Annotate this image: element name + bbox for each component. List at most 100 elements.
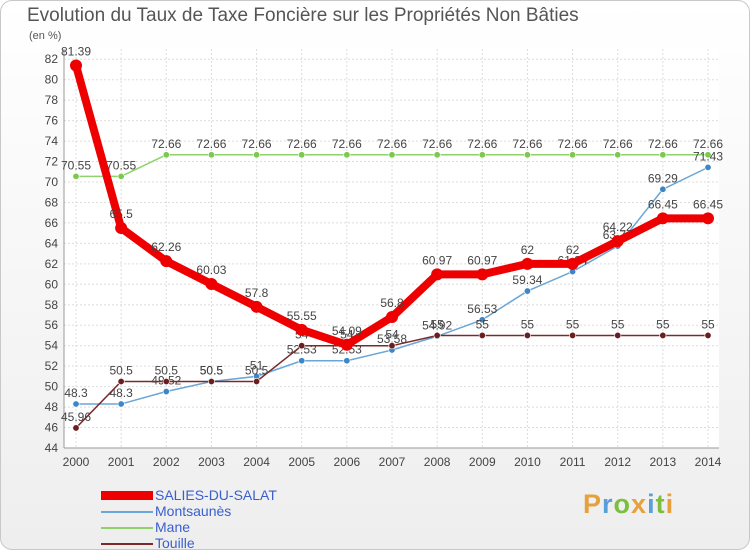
data-point-mane (388, 151, 396, 159)
data-label-salies-du-salat: 54.09 (332, 324, 362, 338)
data-label-salies-du-salat: 66.45 (693, 197, 723, 211)
data-point-montsaun-s (162, 388, 170, 396)
data-point-mane (478, 151, 486, 159)
data-point-salies-du-salat (431, 268, 444, 281)
y-tick-label: 54 (45, 339, 59, 353)
data-point-mane (569, 151, 577, 159)
y-tick-label: 80 (45, 73, 59, 87)
data-label-salies-du-salat: 60.03 (196, 263, 226, 277)
data-label-touille: 54 (385, 328, 399, 342)
x-tick-label: 2009 (469, 455, 496, 469)
data-point-mane (523, 151, 531, 159)
data-label-montsaun-s: 54.92 (422, 318, 452, 332)
legend-label-touille: Touille (155, 535, 195, 550)
data-point-montsaun-s (117, 400, 125, 408)
y-tick-label: 50 (45, 380, 59, 394)
data-point-touille (388, 342, 396, 350)
legend-swatch-montsaunes (101, 511, 153, 513)
data-point-mane (207, 151, 215, 159)
data-label-mane: 72.66 (603, 137, 633, 151)
data-point-touille (614, 331, 622, 339)
data-label-salies-du-salat: 81.39 (61, 44, 91, 58)
data-point-mane (433, 151, 441, 159)
data-point-montsaun-s (298, 357, 306, 365)
data-point-touille (72, 424, 80, 432)
data-point-touille (253, 377, 261, 385)
data-label-touille: 50.5 (200, 364, 224, 378)
data-point-touille (433, 331, 441, 339)
legend-swatch-salies (101, 491, 153, 500)
data-point-salies-du-salat (70, 59, 82, 72)
data-label-mane: 72.66 (648, 137, 678, 151)
data-point-touille (569, 331, 577, 339)
data-point-mane (72, 172, 80, 180)
legend-swatch-mane (101, 527, 153, 529)
data-label-salies-du-salat: 66.45 (648, 197, 678, 211)
data-label-mane: 72.66 (558, 137, 588, 151)
data-label-montsaun-s: 56.53 (467, 302, 497, 316)
data-label-mane: 70.55 (106, 158, 136, 172)
y-tick-label: 56 (45, 318, 59, 332)
y-tick-label: 52 (45, 359, 59, 373)
x-tick-label: 2010 (514, 455, 541, 469)
y-tick-label: 72 (45, 155, 59, 169)
y-tick-label: 78 (45, 93, 59, 107)
data-point-touille (523, 331, 531, 339)
data-point-salies-du-salat (115, 222, 128, 235)
series-mane: 70.55 70.55 72.66 72.66 72.66 72.66 72.66 72.66… (61, 137, 723, 180)
data-label-touille: 50.5 (109, 364, 133, 378)
data-label-salies-du-salat: 55.55 (287, 309, 317, 323)
x-tick-label: 2014 (695, 455, 722, 469)
y-tick-label: 48 (45, 400, 59, 414)
x-tick-label: 2003 (198, 455, 225, 469)
y-tick-label: 44 (45, 441, 59, 455)
data-point-salies-du-salat (160, 255, 173, 268)
data-point-salies-du-salat (702, 212, 714, 225)
legend-label-salies: SALIES-DU-SALAT (155, 487, 277, 503)
data-point-salies-du-salat (340, 338, 353, 351)
data-label-montsaun-s: 71.43 (693, 149, 723, 163)
data-label-montsaun-s: 51 (250, 358, 264, 372)
logo-letter: i (647, 489, 656, 519)
logo-letter: t (655, 489, 666, 519)
data-label-mane: 72.66 (151, 137, 181, 151)
data-label-touille: 55 (566, 317, 580, 331)
legend-swatch-touille (101, 543, 153, 545)
x-tick-label: 2004 (243, 455, 270, 469)
data-point-mane (614, 151, 622, 159)
x-tick-label: 2008 (424, 455, 451, 469)
data-point-mane (659, 151, 667, 159)
data-label-touille: 55 (656, 317, 670, 331)
data-label-mane: 72.66 (467, 137, 497, 151)
data-label-mane: 72.66 (693, 137, 723, 151)
x-tick-label: 2001 (108, 455, 135, 469)
data-point-montsaun-s (343, 357, 351, 365)
data-label-montsaun-s: 59.34 (512, 273, 542, 287)
data-label-salies-du-salat: 56.8 (380, 296, 404, 310)
data-point-salies-du-salat (386, 311, 398, 324)
data-label-touille: 55 (521, 317, 535, 331)
logo-letter: r (602, 489, 614, 519)
data-label-mane: 72.66 (287, 137, 317, 151)
logo-letter: x (631, 489, 648, 519)
legend-label-mane: Mane (155, 519, 191, 535)
y-tick-label: 74 (45, 134, 59, 148)
x-tick-label: 2006 (334, 455, 361, 469)
series-touille: 45.9650.550.550.550.55454545555555555555… (61, 317, 715, 432)
data-point-touille (478, 331, 486, 339)
data-point-salies-du-salat (205, 278, 218, 291)
logo-letter: P (583, 489, 603, 519)
data-label-mane: 70.55 (61, 158, 91, 172)
y-tick-label: 68 (45, 195, 59, 209)
data-label-montsaun-s: 53.58 (377, 332, 407, 346)
legend-label-montsaunes: Montsaunès (155, 503, 232, 519)
series-salies-du-salat: 81.39 65.5 62.26 60.03 57.8 55.55 54.09 56.8 60.… (61, 44, 723, 351)
y-tick-label: 82 (45, 52, 59, 66)
data-label-salies-du-salat: 62.26 (151, 240, 181, 254)
data-point-montsaun-s (704, 163, 712, 171)
data-point-mane (343, 151, 351, 159)
data-point-mane (253, 151, 261, 159)
y-tick-label: 60 (45, 277, 59, 291)
x-tick-label: 2005 (288, 455, 315, 469)
